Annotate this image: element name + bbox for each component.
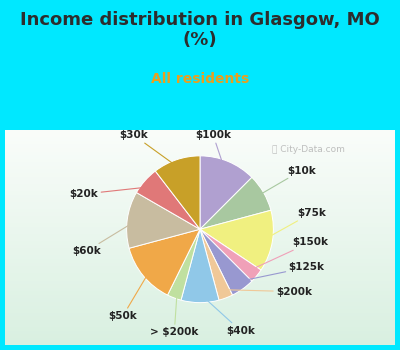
Bar (5, 323, 395, 327)
Wedge shape (200, 156, 252, 229)
Text: All residents: All residents (151, 72, 249, 86)
Bar (5, 288, 395, 291)
Text: $30k: $30k (120, 130, 179, 168)
Bar (5, 137, 395, 141)
Bar (5, 219, 395, 223)
Wedge shape (200, 229, 252, 295)
Bar (5, 173, 395, 177)
Wedge shape (200, 210, 273, 270)
Wedge shape (200, 177, 271, 229)
Bar (5, 166, 395, 169)
Bar (5, 238, 395, 241)
Bar (5, 212, 395, 216)
Text: > $200k: > $200k (150, 290, 198, 337)
Bar (5, 180, 395, 184)
Bar (5, 227, 395, 230)
Bar (5, 162, 395, 166)
Bar (5, 198, 395, 202)
Bar (5, 299, 395, 302)
Bar (5, 248, 395, 252)
Bar (5, 284, 395, 288)
Bar (5, 144, 395, 148)
Wedge shape (200, 229, 261, 281)
Bar (5, 195, 395, 198)
Text: $75k: $75k (264, 208, 326, 240)
Wedge shape (127, 193, 200, 248)
Bar (5, 273, 395, 277)
Bar (5, 184, 395, 187)
Bar (5, 334, 395, 338)
Bar (5, 262, 395, 266)
Bar (5, 230, 395, 234)
Text: Income distribution in Glasgow, MO
(%): Income distribution in Glasgow, MO (%) (20, 10, 380, 49)
Text: ⓘ City-Data.com: ⓘ City-Data.com (272, 146, 344, 154)
Bar (5, 291, 395, 295)
Bar (5, 205, 395, 209)
Bar (5, 256, 395, 259)
Bar (5, 216, 395, 219)
Text: $40k: $40k (200, 294, 255, 336)
Wedge shape (168, 229, 200, 300)
Bar (5, 245, 395, 248)
Text: $200k: $200k (223, 287, 312, 297)
Bar (5, 316, 395, 320)
Bar (5, 209, 395, 212)
Wedge shape (181, 229, 219, 303)
Text: $125k: $125k (238, 262, 324, 282)
Text: $50k: $50k (108, 270, 150, 321)
Bar (5, 187, 395, 191)
Bar (5, 134, 395, 137)
Text: $100k: $100k (195, 130, 231, 170)
Bar (5, 327, 395, 331)
Bar (5, 234, 395, 238)
Bar (5, 155, 395, 159)
Bar (5, 277, 395, 280)
Wedge shape (136, 171, 200, 229)
Bar (5, 306, 395, 309)
Bar (5, 241, 395, 245)
Bar (5, 309, 395, 313)
Text: $60k: $60k (72, 221, 136, 256)
Text: $150k: $150k (250, 237, 328, 270)
Bar (5, 141, 395, 144)
Text: $20k: $20k (70, 187, 152, 199)
Wedge shape (200, 229, 232, 300)
Bar (5, 341, 395, 345)
Bar (5, 130, 395, 134)
Bar (5, 266, 395, 270)
Bar (5, 252, 395, 256)
Bar (5, 313, 395, 316)
Bar (5, 159, 395, 162)
Bar (5, 223, 395, 227)
Bar (5, 320, 395, 323)
Bar (5, 338, 395, 341)
Bar (5, 152, 395, 155)
Bar (5, 177, 395, 180)
Bar (5, 302, 395, 306)
Bar (5, 148, 395, 152)
Bar (5, 191, 395, 195)
Wedge shape (129, 229, 200, 295)
Wedge shape (155, 156, 200, 229)
Bar (5, 280, 395, 284)
Text: $10k: $10k (256, 166, 316, 197)
Bar (5, 295, 395, 299)
Bar (5, 169, 395, 173)
Bar (5, 259, 395, 262)
Bar (5, 202, 395, 205)
Bar (5, 270, 395, 273)
Bar (5, 331, 395, 334)
